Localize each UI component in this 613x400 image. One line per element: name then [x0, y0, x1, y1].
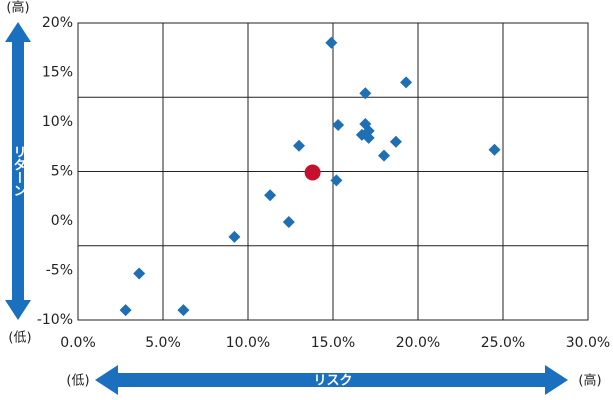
x-tick-label: 30.0%	[566, 335, 610, 351]
point	[389, 135, 402, 148]
point	[177, 304, 190, 317]
x-high-label: (高)	[578, 373, 601, 389]
y-low-label: (低)	[8, 331, 31, 346]
y-tick-label: 5%	[51, 164, 73, 180]
x-tick-label: 15.0%	[311, 335, 355, 351]
x-tick-label: 0.0%	[60, 335, 96, 351]
x-arrow	[95, 365, 568, 395]
y-tick-label: -5%	[46, 263, 73, 279]
x-axis-label: リスク	[313, 374, 352, 389]
x-tick-label: 10.0%	[226, 335, 270, 351]
point	[282, 215, 295, 228]
y-tick-label: 15%	[42, 65, 73, 81]
point	[119, 304, 132, 317]
y-tick-label: 20%	[42, 15, 73, 31]
point	[330, 174, 343, 187]
point	[488, 143, 501, 156]
point	[400, 76, 413, 89]
point	[304, 164, 321, 181]
x-low-label: (低)	[66, 374, 89, 389]
y-tick-label: 0%	[51, 213, 73, 229]
point	[378, 149, 390, 162]
point	[325, 36, 338, 49]
x-tick-label: 5.0%	[145, 335, 181, 351]
point	[264, 189, 277, 202]
point	[332, 118, 345, 131]
y-high-label: (高)	[6, 0, 29, 16]
point	[228, 230, 241, 243]
x-tick-label: 20.0%	[396, 335, 440, 351]
y-axis-label: リターン	[11, 145, 27, 197]
point	[133, 267, 146, 280]
x-tick-label: 25.0%	[481, 335, 525, 351]
y-tick-label: 10%	[42, 114, 73, 130]
y-tick-label: -10%	[37, 312, 73, 328]
point	[362, 131, 375, 144]
y-arrow	[5, 22, 31, 320]
point	[293, 139, 305, 152]
point	[359, 87, 372, 100]
